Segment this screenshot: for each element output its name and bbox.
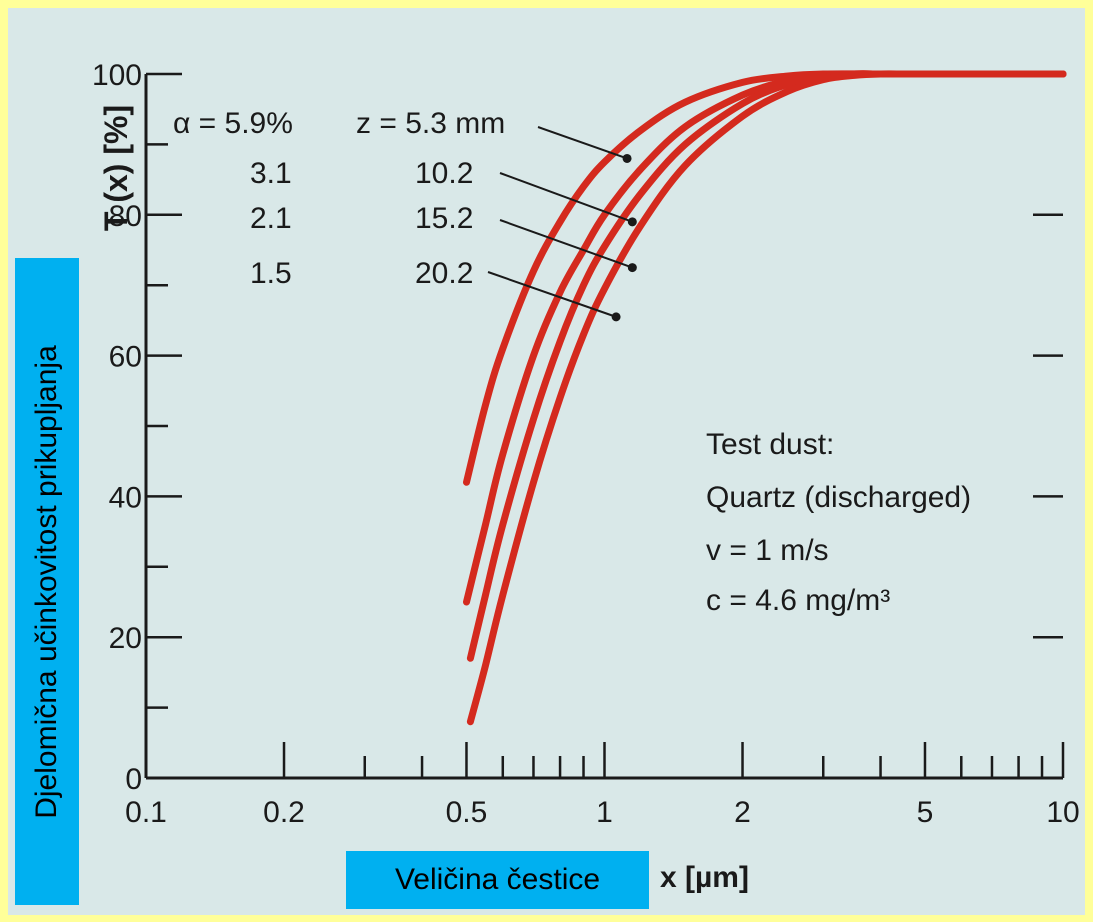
x-axis-title-overlay: Veličina čestice <box>346 851 649 909</box>
z-value-3: 20.2 <box>415 257 473 290</box>
curve-series-4 <box>466 70 1067 726</box>
alpha-value-3: 1.5 <box>250 257 292 290</box>
y-tick-label: 100 <box>92 59 142 92</box>
x-tick-label: 0.1 <box>125 796 167 829</box>
leader-line-3 <box>499 219 633 269</box>
alpha-header: α = 5.9% <box>173 107 293 140</box>
z-value-2: 15.2 <box>415 202 473 235</box>
info-line-1: Test dust: <box>706 428 834 461</box>
alpha-value-2: 2.1 <box>250 202 292 235</box>
x-tick-label: 10 <box>1046 796 1079 829</box>
y-tick-label: 0 <box>125 763 142 796</box>
ticks: 0 20 40 60 80 100 0.1 0.2 0.5 1 2 5 10 <box>92 59 1080 829</box>
curve-series-2 <box>463 70 1067 606</box>
curve-marker-3 <box>627 263 637 273</box>
curve-marker-1 <box>622 153 632 163</box>
x-tick-label: 5 <box>917 796 934 829</box>
x-tick-label: 0.5 <box>446 796 488 829</box>
y-axis-title-overlay: Djelomična učinkovitost prikupljanja <box>15 258 79 905</box>
y-tick-label: 40 <box>109 481 142 514</box>
info-line-4: c = 4.6 mg/m³ <box>706 584 890 617</box>
x-axis-title-overlay-text: Veličina čestice <box>394 863 601 896</box>
leader-lines <box>487 126 637 322</box>
x-tick-label: 0.2 <box>263 796 305 829</box>
x-tick-label: 2 <box>734 796 751 829</box>
y-tick-label: 20 <box>109 622 142 655</box>
info-line-2: Quartz (discharged) <box>706 481 971 514</box>
curve-marker-2 <box>627 217 637 227</box>
z-value-1: 10.2 <box>415 157 473 190</box>
curve-series-3 <box>466 70 1067 662</box>
info-line-3: v = 1 m/s <box>706 534 829 567</box>
alpha-value-1: 3.1 <box>250 157 292 190</box>
curve-marker-4 <box>611 312 621 322</box>
y-axis-title-original: T (x) [%] <box>98 105 134 231</box>
leader-line-2 <box>499 172 633 223</box>
z-header: z = 5.3 mm <box>356 107 505 140</box>
curves <box>463 70 1067 726</box>
plot-area <box>8 8 1085 915</box>
y-tick-label: 60 <box>109 341 142 374</box>
x-tick-label: 1 <box>596 796 613 829</box>
y-axis-title-overlay-text: Djelomična učinkovitost prikupljanja <box>30 344 63 819</box>
leader-line-1 <box>537 126 628 160</box>
y-tick-label: 80 <box>109 200 142 233</box>
leader-line-4 <box>487 271 617 318</box>
x-axis-title-original: x [µm] <box>660 861 749 894</box>
